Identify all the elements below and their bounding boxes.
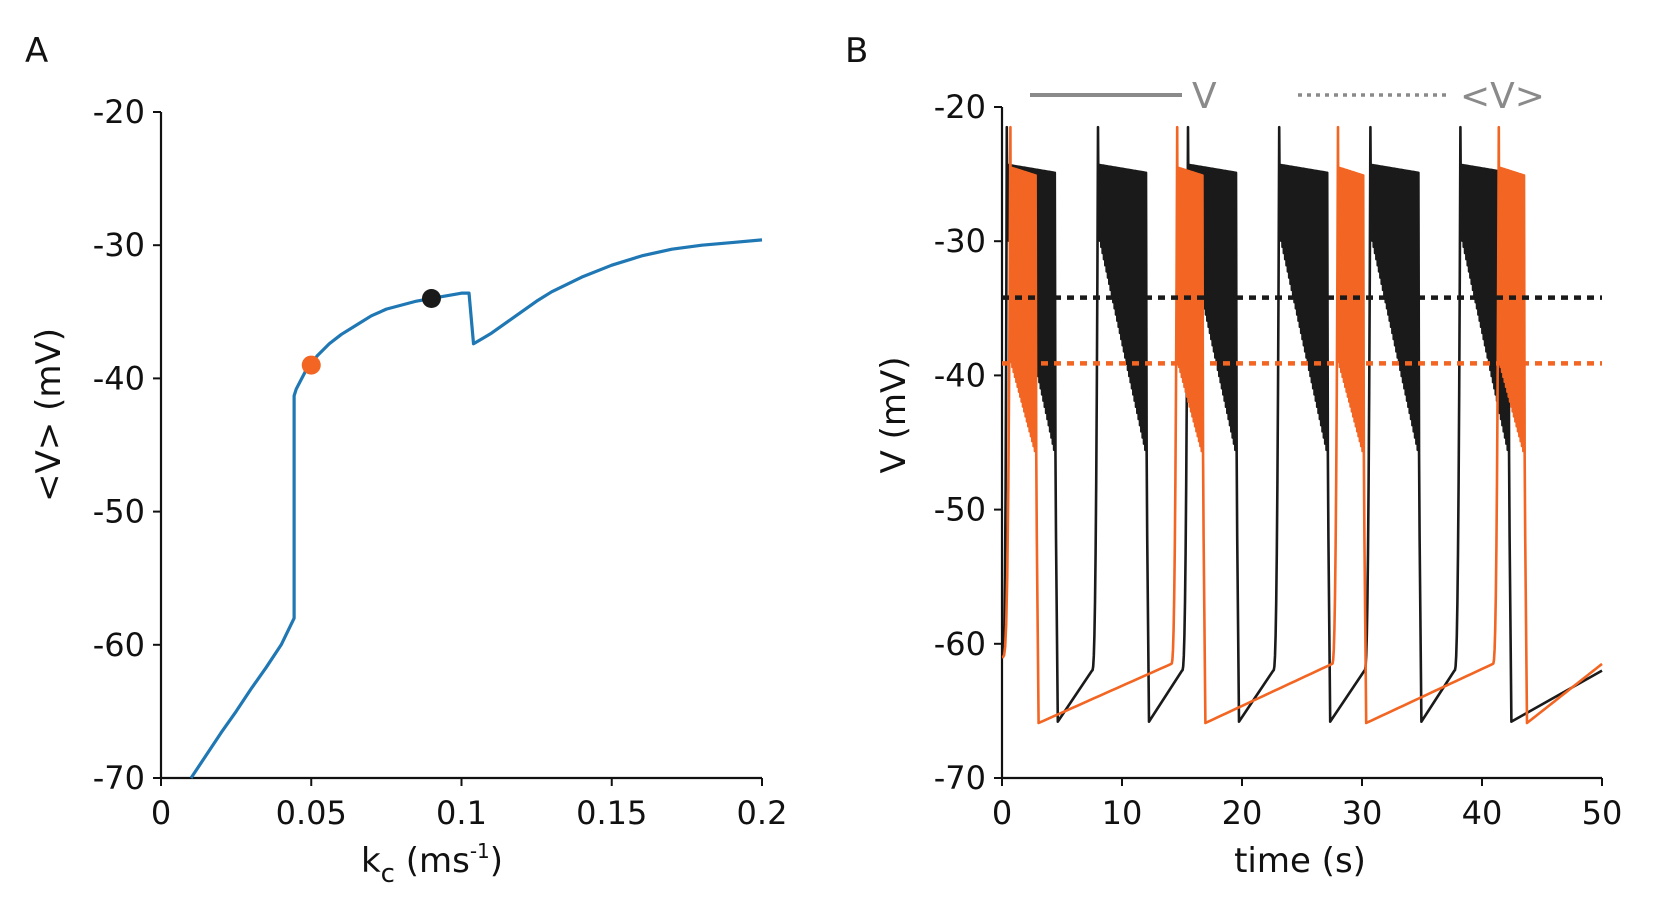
trace-black [1001,125,1603,723]
x-tick-label: 10 [1102,794,1143,832]
x-label-unit-open: (ms [395,841,470,881]
y-tick-label: -20 [93,93,145,131]
y-tick-label: -50 [93,493,145,531]
panel-a-label: A [25,31,48,71]
marker-orange [301,355,321,375]
panel-b-label: B [845,31,868,71]
panel-b-x-axis: 0 10 20 30 40 50 [992,776,1623,832]
panel-b: B V <V> -20 -30 -40 -50 -60 -70 0 10 20 30 40 50 V… [845,31,1622,881]
y-tick-label: -60 [934,625,986,663]
x-tick-label: 0 [992,794,1012,832]
y-tick-label: -40 [93,359,145,397]
x-label-subscript: c [381,859,395,889]
panel-b-x-label: time (s) [1234,841,1366,881]
x-tick-label: 0.1 [436,794,487,832]
panel-a: A -20 -30 -40 -50 -60 -70 0 0.05 0.1 0.15 0.2 <V>… [25,31,787,889]
x-tick-label: 30 [1342,794,1383,832]
marker-black [421,288,441,308]
x-label-prefix: k [361,841,381,881]
panel-a-x-label: kc (ms-1) [361,839,503,889]
panel-a-y-label: <V> (mV) [29,328,69,502]
x-tick-label: 20 [1222,794,1263,832]
x-tick-label: 50 [1582,794,1623,832]
y-tick-label: -40 [934,356,986,394]
panel-a-y-axis: -20 -30 -40 -50 -60 -70 [93,93,163,797]
x-tick-label: 0.05 [276,794,347,832]
x-label-superscript: -1 [470,839,490,863]
y-tick-label: -70 [934,759,986,797]
y-tick-label: -70 [93,759,145,797]
x-tick-label: 40 [1462,794,1503,832]
y-tick-label: -30 [93,226,145,264]
trace-orange [1001,125,1603,725]
panel-b-y-axis: -20 -30 -40 -50 -60 -70 [934,88,1004,797]
x-tick-label: 0.2 [737,794,788,832]
legend-label-v: V [1192,76,1217,117]
legend-label-mean-v: <V> [1460,76,1545,117]
kc-curve [189,238,763,779]
panel-b-legend: V <V> [1030,76,1545,117]
y-tick-label: -60 [93,626,145,664]
y-tick-label: -50 [934,491,986,529]
y-tick-label: -30 [934,222,986,260]
panel-b-y-label: V (mV) [874,357,914,474]
y-tick-label: -20 [934,88,986,126]
x-label-unit-close: ) [490,841,503,881]
panel-a-x-axis: 0 0.05 0.1 0.15 0.2 [151,776,788,832]
x-tick-label: 0 [151,794,171,832]
panel-b-plot-area [1001,125,1603,725]
panel-a-plot-area [189,238,763,779]
x-tick-label: 0.15 [576,794,647,832]
